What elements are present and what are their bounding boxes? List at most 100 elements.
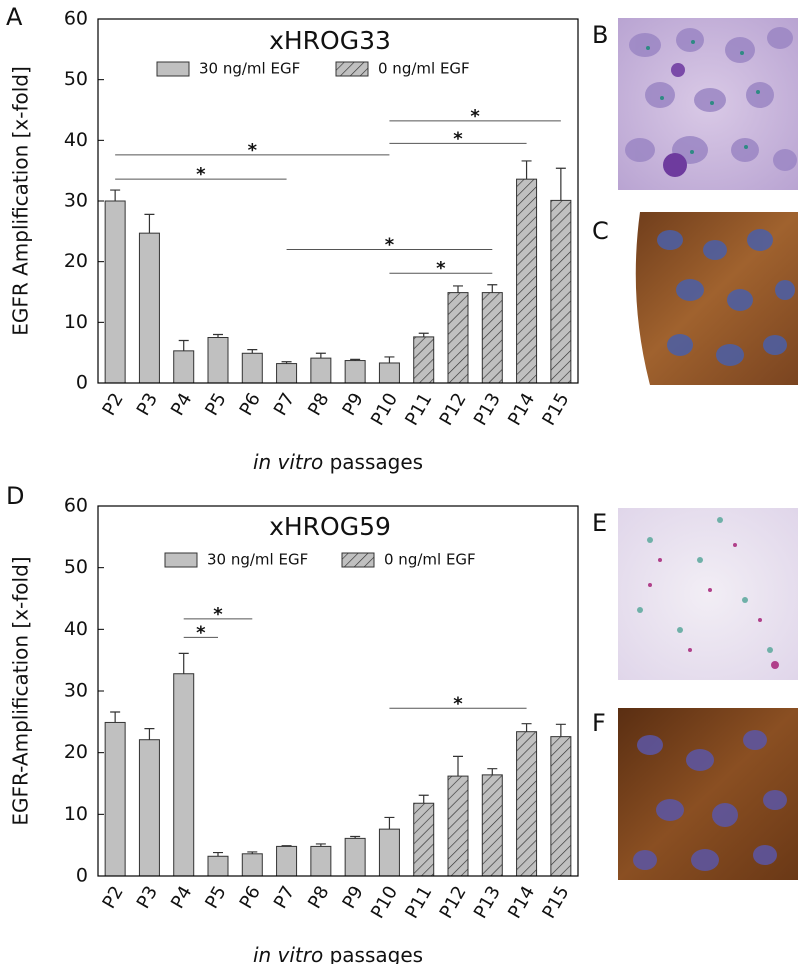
x-axis-label-italic: in vitro [253, 450, 323, 474]
x-tick-label: P10 [367, 390, 402, 430]
error-bar [350, 358, 361, 361]
x-tick-label: P12 [436, 390, 471, 430]
panel-label: F [592, 709, 606, 737]
x-tick-label: P4 [167, 883, 196, 913]
bar [447, 775, 469, 877]
chart-title: xHROG59 [269, 512, 391, 541]
x-tick-label: P6 [236, 390, 265, 420]
x-tick-label: P14 [504, 883, 539, 923]
bar [481, 292, 503, 384]
error-bar [384, 816, 395, 830]
x-tick-label: P3 [133, 390, 162, 420]
bar [241, 853, 263, 877]
bar [550, 736, 572, 877]
bar [516, 731, 538, 877]
significance-star: * [470, 106, 480, 127]
error-bar [213, 333, 223, 338]
x-tick-label: P7 [270, 883, 299, 913]
legend-label: 0 ng/ml EGF [378, 60, 470, 78]
error-bar [521, 160, 532, 180]
y-tick-label: 20 [64, 741, 88, 763]
x-axis-label-text: passages [330, 943, 423, 964]
error-bar [555, 723, 566, 737]
bar [276, 845, 298, 877]
y-tick-label: 0 [76, 865, 88, 887]
significance-star: * [436, 258, 446, 279]
bar [173, 350, 195, 384]
legend-swatch [335, 61, 369, 77]
bar [413, 802, 435, 877]
panel-label: D [6, 482, 24, 510]
error-bar [453, 285, 463, 293]
bar [138, 232, 160, 384]
x-tick-label: P2 [98, 883, 127, 913]
error-bar [144, 728, 155, 740]
y-tick-label: 20 [64, 250, 88, 272]
significance-star: * [196, 622, 206, 643]
x-tick-label: P9 [338, 390, 367, 420]
panel-label: C [592, 217, 609, 245]
error-bar [144, 213, 155, 234]
bar [481, 774, 503, 877]
bar [447, 292, 469, 384]
error-bar [247, 851, 258, 854]
x-tick-label: P8 [304, 390, 333, 420]
x-tick-label: P11 [401, 390, 436, 430]
bar [378, 828, 400, 877]
bar [276, 363, 298, 384]
x-tick-label: P5 [201, 390, 230, 420]
plot-frame [97, 18, 579, 384]
significance-star: * [453, 693, 463, 714]
error-bar [213, 851, 223, 857]
y-tick-label: 0 [76, 372, 88, 394]
chart-title: xHROG33 [269, 26, 391, 55]
y-tick-label: 60 [64, 8, 88, 30]
x-axis-label-text: passages [330, 450, 423, 474]
x-tick-label: P7 [270, 390, 299, 420]
micrograph-b [618, 18, 798, 190]
bar [207, 337, 229, 384]
error-bar [555, 167, 566, 201]
error-bar [315, 352, 326, 359]
bar [413, 336, 435, 384]
bar [207, 855, 229, 877]
bar [378, 362, 400, 384]
x-tick-label: P2 [98, 390, 127, 420]
bar [310, 357, 332, 384]
y-tick-label: 50 [64, 68, 88, 90]
x-tick-label: P5 [201, 883, 230, 913]
x-axis-label-italic: in vitro [253, 943, 323, 964]
significance-star: * [213, 604, 223, 625]
panel-label: A [6, 3, 23, 31]
error-bar [247, 349, 258, 354]
error-bar [178, 339, 189, 351]
error-bar [281, 361, 292, 364]
x-axis-label: in vitro passages [253, 450, 423, 474]
bar [516, 178, 538, 384]
x-tick-label: P11 [401, 883, 436, 923]
x-tick-label: P9 [338, 883, 367, 913]
bar [138, 739, 160, 877]
x-tick-label: P14 [504, 390, 539, 430]
significance-star: * [248, 140, 258, 161]
error-bar [384, 356, 395, 363]
significance-star: * [196, 164, 206, 185]
bar [310, 845, 332, 877]
error-bar [350, 835, 361, 839]
micrograph-e [618, 508, 798, 680]
error-bar [453, 755, 463, 777]
x-tick-label: P6 [236, 883, 265, 913]
bar [344, 360, 366, 384]
x-tick-label: P15 [538, 883, 573, 923]
plot-frame [97, 505, 579, 877]
error-bar [418, 332, 429, 337]
x-axis-label: in vitro passages [253, 943, 423, 964]
legend-swatch [341, 552, 375, 568]
x-tick-label: P15 [538, 390, 573, 430]
error-bar [315, 843, 326, 847]
bar [104, 721, 126, 877]
x-tick-label: P4 [167, 390, 196, 420]
y-tick-label: 30 [64, 680, 88, 702]
bar [344, 837, 366, 877]
y-axis-label: EGFR-Amplification [x-fold] [9, 556, 33, 825]
